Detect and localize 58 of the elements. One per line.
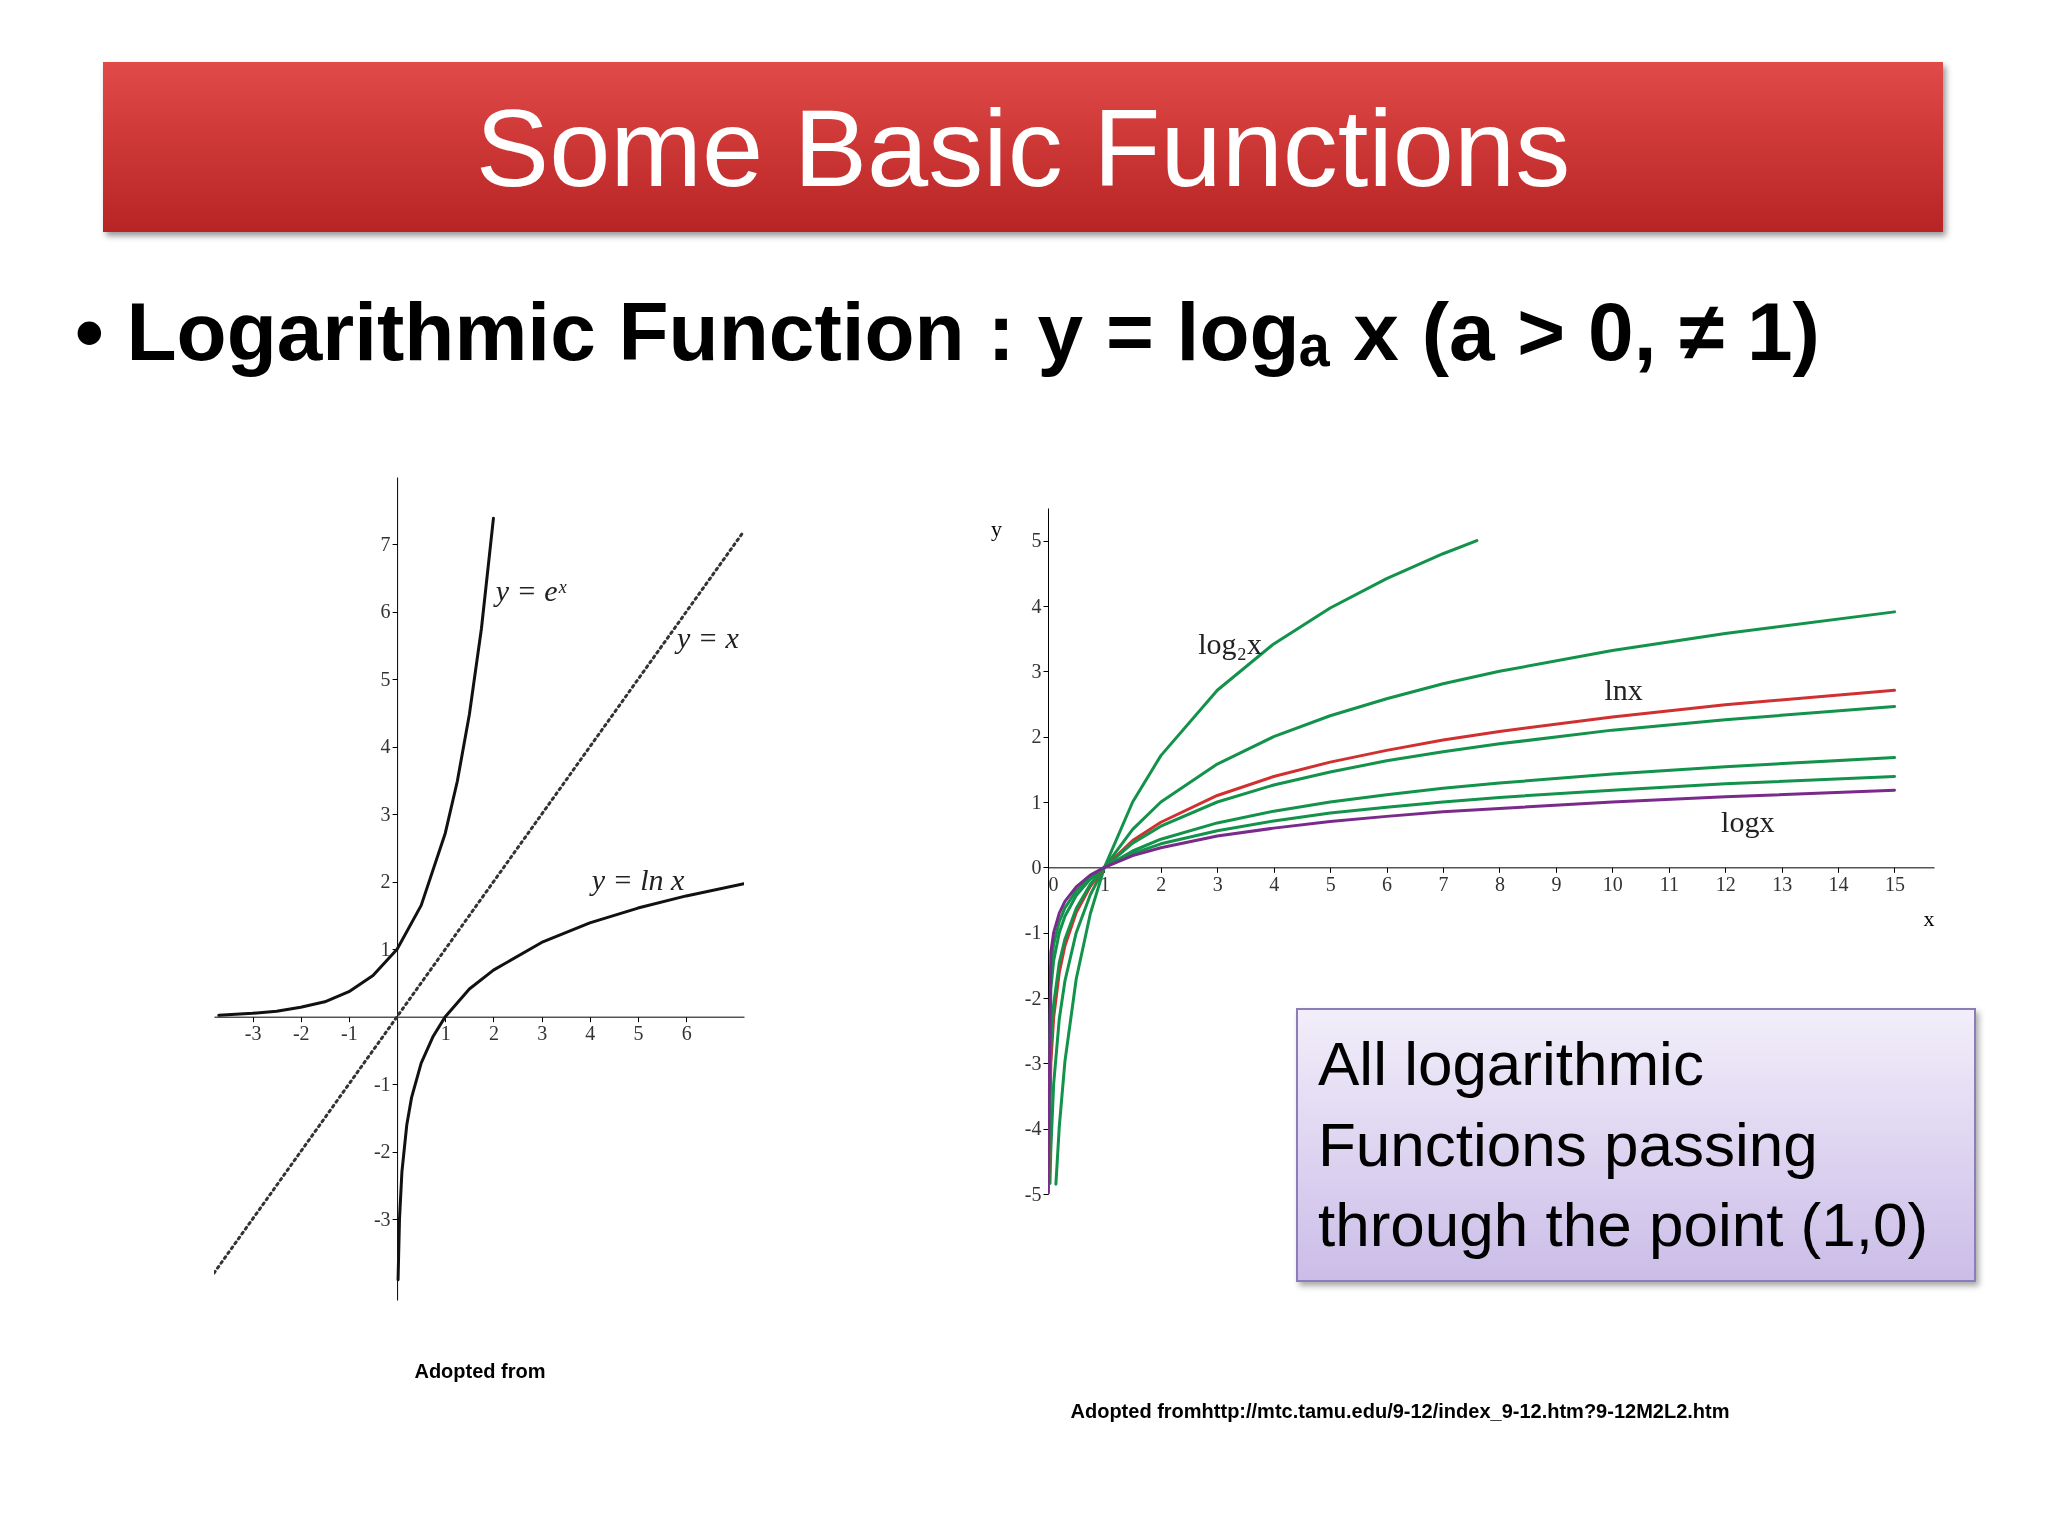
x-tick-label: 6 xyxy=(1382,872,1393,895)
annotation: All logarithmic Functions passing through the point (1,0) xyxy=(1296,1008,1976,1282)
text: Adopted from xyxy=(413,1360,547,1383)
y-tick-label: 0 xyxy=(1031,855,1042,878)
x-tick-label: 3 xyxy=(537,1022,548,1045)
y-tick-label: -1 xyxy=(373,1072,391,1095)
annotation: y = x xyxy=(673,620,740,654)
x-tick-label: 3 xyxy=(1212,872,1223,895)
text: Adopted fromhttp://mtc.tamu.edu/9-12/index_9-12.htm?9-12M2L2.htm xyxy=(1069,1400,1731,1423)
x-tick-label: 4 xyxy=(585,1022,596,1045)
y-tick-label: -3 xyxy=(373,1207,391,1230)
annotation: y = ln x xyxy=(588,863,686,897)
x-tick-label: 8 xyxy=(1494,872,1505,895)
y-tick-label: 1 xyxy=(380,937,391,960)
text: Some Basic Functions xyxy=(103,62,1943,232)
x-tick-label: 12 xyxy=(1715,872,1736,895)
x-tick-label: 9 xyxy=(1551,872,1562,895)
x-tick-label: 10 xyxy=(1602,872,1623,895)
y-tick-label: -1 xyxy=(1024,921,1042,944)
x-tick-label: 1 xyxy=(1099,872,1110,895)
annotation: logx xyxy=(1721,805,1775,839)
y-tick-label: -4 xyxy=(1024,1117,1042,1140)
x-tick-label: 1 xyxy=(440,1022,451,1045)
x-tick-label: 15 xyxy=(1885,872,1905,895)
y-tick-label: -3 xyxy=(1024,1051,1042,1074)
x-tick-label: 2 xyxy=(1156,872,1167,895)
y-tick-label: 3 xyxy=(1031,659,1042,682)
x-tick-label: 5 xyxy=(633,1022,644,1045)
y-tick-label: 2 xyxy=(1031,725,1042,748)
y-tick-label: 4 xyxy=(380,735,391,758)
x-tick-label: 14 xyxy=(1828,872,1849,895)
x-tick-label: 6 xyxy=(681,1022,692,1045)
x-tick-label: -3 xyxy=(244,1022,262,1045)
x-tick-label: 13 xyxy=(1772,872,1793,895)
annotation: y = eˣ xyxy=(492,573,568,607)
y-tick-label: -2 xyxy=(1024,986,1042,1009)
y-tick-label: -5 xyxy=(1024,1182,1042,1205)
x-tick-label: 2 xyxy=(488,1022,499,1045)
annotation: lnx xyxy=(1604,672,1643,706)
x-tick-label: 0 xyxy=(1048,872,1059,895)
x-tick-label: 4 xyxy=(1269,872,1280,895)
y-tick-label: 4 xyxy=(1031,594,1042,617)
y-tick-label: 3 xyxy=(380,802,391,825)
y-tick-label: 7 xyxy=(380,532,391,555)
text: • Logarithmic Function : y = logₐ x (a > 0, ≠ 1) xyxy=(75,285,1820,379)
x-axis-title: x xyxy=(1923,905,1935,931)
y-tick-label: 5 xyxy=(1031,529,1042,552)
x-tick-label: 7 xyxy=(1438,872,1449,895)
x-tick-label: -2 xyxy=(292,1022,310,1045)
y-tick-label: 5 xyxy=(380,667,391,690)
x-tick-label: -1 xyxy=(341,1022,358,1045)
y-tick-label: 6 xyxy=(380,600,391,623)
y-axis-title: y xyxy=(991,515,1002,541)
y-tick-label: -2 xyxy=(373,1140,391,1163)
y-tick-label: 1 xyxy=(1031,790,1042,813)
x-tick-label: 11 xyxy=(1659,872,1679,895)
x-tick-label: 5 xyxy=(1325,872,1336,895)
annotation: log₂x xyxy=(1198,627,1263,661)
